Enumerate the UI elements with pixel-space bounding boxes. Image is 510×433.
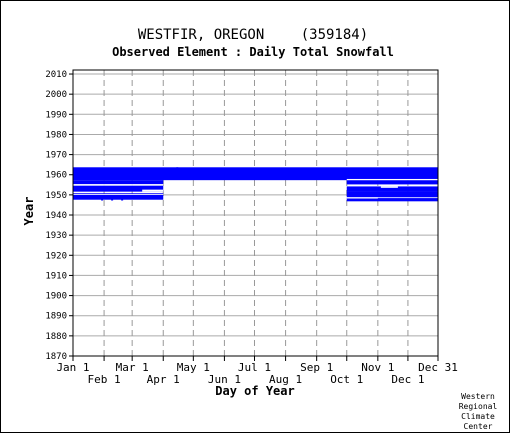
snowfall-block: [346, 198, 438, 202]
credit-block: Western Regional Climate Center: [459, 392, 498, 431]
no-snowfall-gap: [142, 189, 164, 192]
snowfall-block: [346, 180, 438, 185]
chart-title: WESTFIR, OREGON (359184): [138, 27, 368, 43]
x-axis-label: Day of Year: [215, 384, 294, 398]
credit-line-3: Climate: [461, 412, 495, 421]
no-snowfall-gap: [346, 178, 438, 181]
x-tick-label: Jan 1: [56, 361, 89, 374]
y-tick-label: 1960: [45, 171, 67, 181]
x-tick-label: Oct 1: [330, 373, 363, 386]
plot-area: [72, 69, 439, 357]
x-tick-label: Sep 1: [300, 361, 333, 374]
x-tick-label: Jun 1: [208, 373, 241, 386]
snowfall-block: [73, 180, 164, 185]
y-tick-label: 1980: [45, 130, 67, 140]
data-layer: [73, 167, 438, 202]
snowfall-block: [73, 194, 164, 200]
snowfall-speck: [176, 167, 179, 170]
x-tick-label: Nov 1: [361, 361, 394, 374]
no-snowfall-gap: [380, 186, 398, 188]
snowfall-speck: [101, 198, 104, 201]
y-tick-label: 2000: [45, 90, 67, 100]
x-tick-label: May 1: [177, 361, 210, 374]
x-tick-label: Jul 1: [238, 361, 271, 374]
y-tick-label: 1940: [45, 211, 67, 221]
credit-line-4: Center: [464, 422, 493, 431]
x-tick-label: Aug 1: [269, 373, 302, 386]
y-tick-label: 1930: [45, 231, 67, 241]
x-tick-label: Feb 1: [88, 373, 121, 386]
snowfall-block: [346, 191, 438, 198]
x-tick-label: Apr 1: [147, 373, 180, 386]
y-tick-label: 1990: [45, 110, 67, 120]
snowfall-speck: [121, 198, 124, 201]
snowfall-speck: [111, 198, 114, 201]
y-tick-label: 1920: [45, 251, 67, 261]
y-tick-label: 1910: [45, 271, 67, 281]
grid-layer: [73, 70, 438, 357]
x-tick-label: Dec 1: [391, 373, 424, 386]
station-id: (359184): [301, 27, 368, 43]
y-axis-ticks: 1870 1880 1890 1900 1910 1920 1930 1940 1950 1960…: [45, 70, 73, 362]
y-axis-label: Year: [22, 197, 36, 226]
chart-title-text: WESTFIR, OREGON: [138, 27, 264, 43]
chart-subtitle: Observed Element : Daily Total Snowfall: [112, 45, 394, 59]
y-tick-label: 1970: [45, 151, 67, 161]
snowfall-block: [73, 185, 164, 192]
x-tick-label: Mar 1: [116, 361, 149, 374]
no-snowfall-gap: [73, 194, 164, 195]
no-snowfall-gap: [73, 184, 164, 186]
y-tick-label: 1950: [45, 191, 67, 201]
credit-line-2: Regional: [459, 402, 498, 411]
snowfall-block: [346, 186, 438, 192]
y-tick-label: 2010: [45, 70, 67, 80]
snowfall-block: [73, 167, 438, 181]
y-tick-label: 1870: [45, 352, 67, 362]
credit-line-1: Western: [461, 392, 495, 401]
x-tick-label: Dec 31: [418, 361, 458, 374]
no-snowfall-gap: [346, 197, 378, 199]
x-axis-ticks: Jan 1 Mar 1 May 1 Jul 1 Sep 1 Nov 1 Dec 31 Feb …: [56, 356, 458, 386]
y-tick-label: 1890: [45, 312, 67, 322]
y-tick-label: 1880: [45, 332, 67, 342]
y-tick-label: 1900: [45, 292, 67, 302]
